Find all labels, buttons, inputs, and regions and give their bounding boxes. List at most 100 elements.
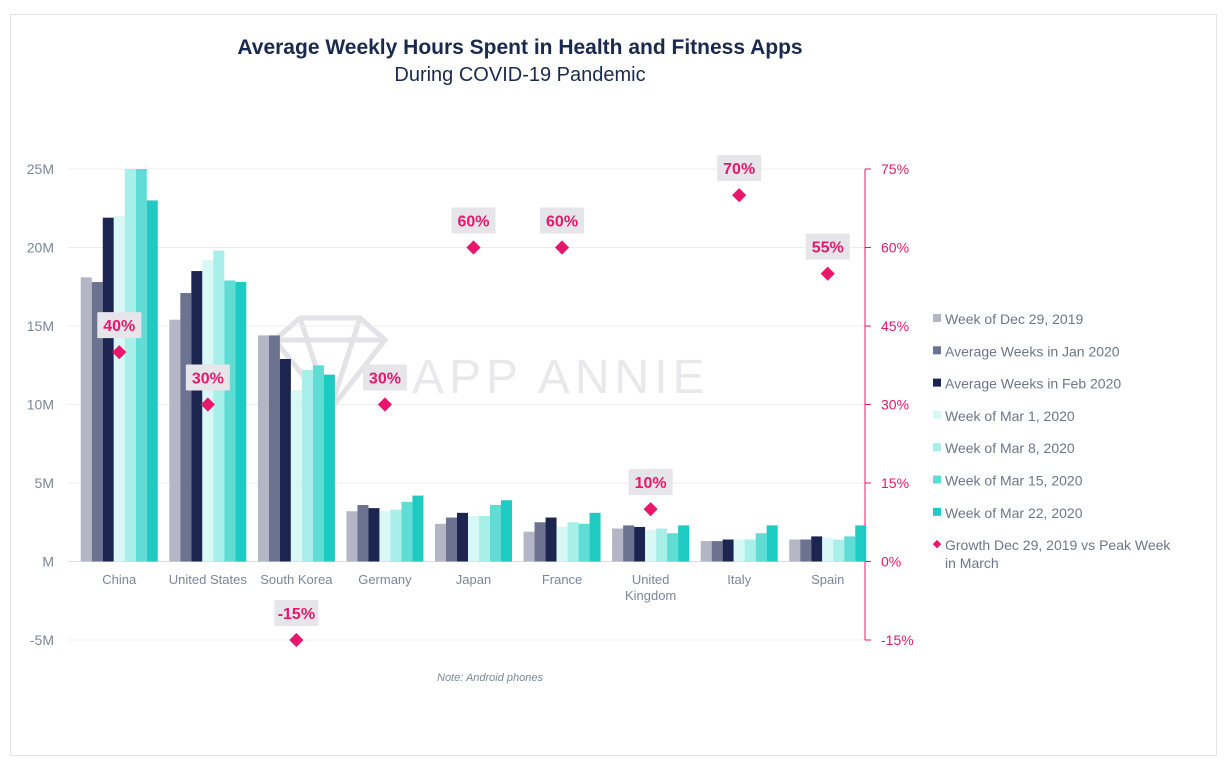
chart-note: Note: Android phones <box>437 672 543 684</box>
bar <box>556 526 568 562</box>
category-label: United States <box>169 572 248 587</box>
legend-label: Week of Mar 1, 2020 <box>945 408 1075 424</box>
bar <box>844 536 856 562</box>
growth-marker <box>466 240 481 255</box>
category-label: China <box>102 572 137 587</box>
legend-swatch <box>933 378 941 387</box>
bar <box>135 169 147 562</box>
bar <box>290 390 302 562</box>
bar <box>235 282 247 562</box>
bar <box>457 512 468 562</box>
legend-label: Growth Dec 29, 2019 vs Peak Week <box>945 537 1171 553</box>
growth-marker <box>554 240 570 255</box>
bar <box>301 369 313 562</box>
category-label: Germany <box>358 572 412 587</box>
growth-marker <box>112 345 127 360</box>
y-right-tick-label: 75% <box>881 161 909 177</box>
y-left-tick-label: 10M <box>27 397 54 413</box>
bar <box>468 515 479 562</box>
bar <box>479 515 490 562</box>
bar <box>412 495 424 562</box>
bar <box>545 517 557 562</box>
category-label: South Korea <box>260 572 333 587</box>
bar <box>567 522 579 562</box>
bar <box>523 531 535 562</box>
legend-diamond-icon <box>932 539 942 549</box>
bar <box>678 525 690 562</box>
y-right-tick-label: 60% <box>881 240 909 256</box>
bar <box>722 539 734 562</box>
y-right-tick-label: -15% <box>881 632 914 648</box>
growth-marker <box>643 502 658 517</box>
category-label: United <box>632 572 670 587</box>
bar <box>634 526 646 562</box>
bar <box>180 293 192 562</box>
bar <box>656 528 668 562</box>
bar <box>855 525 867 562</box>
bar <box>490 504 501 562</box>
bar <box>357 504 369 562</box>
growth-label: 60% <box>457 214 489 231</box>
category-label: Japan <box>456 572 491 587</box>
growth-marker <box>289 632 304 648</box>
bar <box>346 511 358 562</box>
legend-swatch <box>933 410 941 419</box>
growth-label: 55% <box>812 240 844 257</box>
bar <box>323 374 335 562</box>
bar <box>80 277 92 562</box>
bars <box>80 169 867 562</box>
bar <box>401 501 413 562</box>
bar <box>733 539 745 562</box>
growth-label-box <box>97 312 142 339</box>
growth-label: 30% <box>369 371 401 388</box>
y-left-tick-label: 20M <box>27 240 54 256</box>
bar <box>379 511 391 562</box>
legend-swatch <box>933 443 941 452</box>
growth-label-box <box>805 233 850 260</box>
bar <box>169 319 181 562</box>
legend-label: in March <box>945 555 999 571</box>
bar <box>811 536 823 562</box>
growth-label-box <box>185 364 230 391</box>
y-right-tick-label: 45% <box>881 318 909 334</box>
bar <box>612 528 624 562</box>
category-label: Kingdom <box>625 588 676 603</box>
watermark-text: APP ANNIE <box>412 351 710 404</box>
watermark: APP ANNIE <box>271 315 710 415</box>
growth-marker <box>377 397 393 412</box>
growth-marker <box>732 188 747 203</box>
bar <box>102 217 114 562</box>
bar <box>435 523 446 562</box>
legend-label: Average Weeks in Jan 2020 <box>945 343 1120 359</box>
bar <box>446 517 457 562</box>
growth-label: 40% <box>103 318 135 335</box>
y-left-tick-label: M <box>42 554 54 570</box>
growth-label-box <box>628 469 673 496</box>
growth-label-box <box>274 600 319 626</box>
y-left-tick-label: -5M <box>30 632 54 648</box>
growth-label: 30% <box>192 371 224 388</box>
bar <box>645 530 657 562</box>
bar <box>578 523 590 562</box>
bar <box>146 200 158 562</box>
y-axis-right: 75% 60% 45% 30% 15% 0% -15% <box>864 161 914 648</box>
bar <box>368 508 380 562</box>
legend-swatch <box>933 475 941 484</box>
y-left-tick-label: 15M <box>27 318 54 334</box>
growth-label-box <box>717 155 762 182</box>
bar <box>623 525 635 562</box>
bar <box>113 216 125 562</box>
category-label: Italy <box>727 572 751 587</box>
chart-title: Average Weekly Hours Spent in Health and… <box>237 36 803 59</box>
bar <box>833 539 845 562</box>
bar <box>257 335 269 562</box>
legend-swatch <box>933 346 941 355</box>
growth-label: -15% <box>278 606 315 623</box>
bar <box>390 509 402 562</box>
growth-label: 70% <box>723 161 755 178</box>
chart-subtitle: During COVID-19 Pandemic <box>394 64 646 86</box>
chart-frame <box>10 14 1217 756</box>
bar <box>224 280 236 562</box>
bar <box>91 282 103 562</box>
bar <box>213 250 225 562</box>
